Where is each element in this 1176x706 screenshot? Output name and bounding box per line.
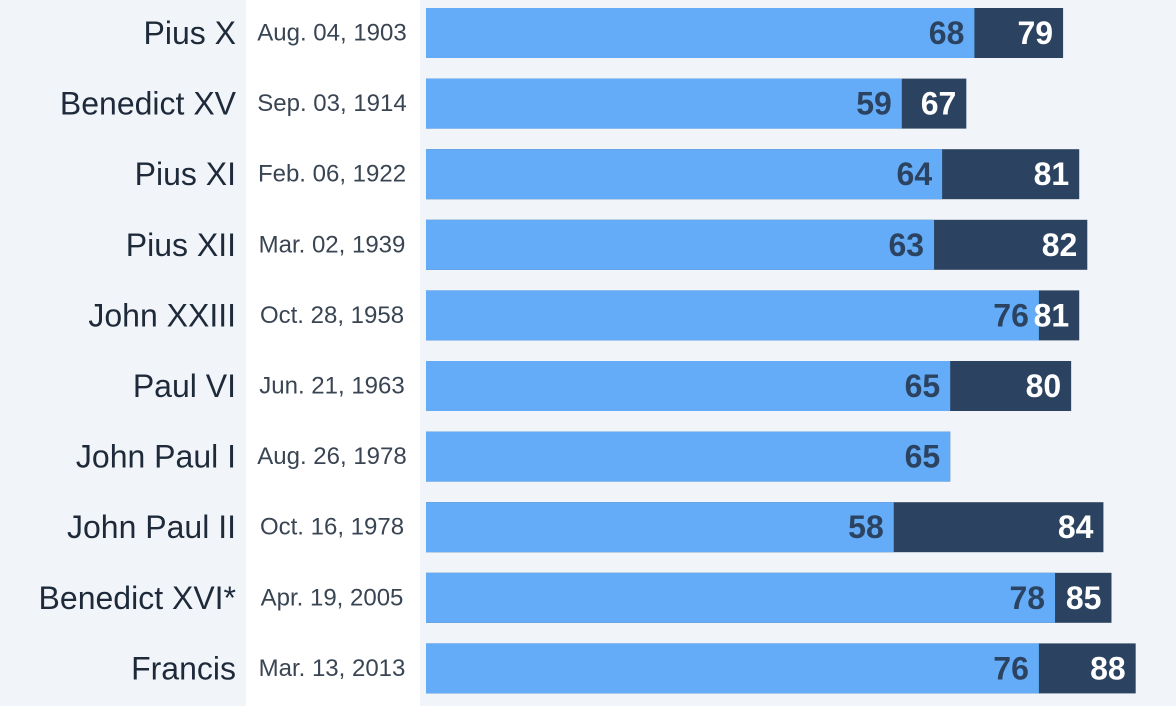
start-bar (426, 149, 943, 200)
date-label: Aug. 26, 1978 (257, 443, 406, 470)
value-label: 81 (1034, 156, 1070, 192)
category-label: John Paul I (76, 439, 236, 475)
value-label: 63 (888, 227, 924, 263)
date-label: Mar. 13, 2013 (259, 655, 406, 682)
value-label: 58 (848, 509, 884, 545)
category-label: Pius XII (126, 227, 236, 263)
start-bar (426, 502, 894, 553)
start-bar (426, 643, 1039, 694)
value-label: 76 (993, 297, 1029, 333)
date-label: Apr. 19, 2005 (261, 584, 404, 611)
category-label: Francis (131, 650, 236, 686)
date-label: Oct. 16, 1978 (260, 514, 404, 541)
category-label: John XXIII (88, 297, 236, 333)
start-bar (426, 361, 951, 411)
date-label: Jun. 21, 1963 (259, 373, 404, 400)
value-label: 80 (1026, 368, 1062, 404)
start-bar (426, 78, 902, 129)
category-label: Pius XI (135, 156, 236, 192)
category-label: Benedict XVI* (39, 580, 236, 616)
category-label: Pius X (144, 15, 236, 51)
value-label: 82 (1042, 227, 1078, 263)
value-label: 64 (897, 156, 933, 192)
value-label: 85 (1066, 580, 1102, 616)
start-bar (426, 8, 975, 58)
date-label: Sep. 03, 1914 (257, 90, 406, 117)
start-bar (426, 219, 935, 270)
value-label: 67 (921, 86, 957, 122)
value-label: 76 (993, 650, 1029, 686)
value-label: 84 (1058, 509, 1094, 545)
start-bar (426, 572, 1056, 623)
date-column (246, 0, 420, 706)
value-label: 81 (1034, 297, 1070, 333)
category-label: John Paul II (67, 509, 236, 545)
value-label: 79 (1018, 15, 1054, 51)
date-label: Oct. 28, 1958 (260, 302, 404, 329)
start-bar (426, 431, 951, 482)
value-label: 88 (1090, 650, 1126, 686)
category-label: Paul VI (133, 368, 236, 404)
value-label: 65 (905, 368, 941, 404)
value-label: 68 (929, 15, 965, 51)
date-label: Mar. 02, 1939 (259, 231, 406, 258)
value-label: 65 (905, 439, 941, 475)
start-bar (426, 290, 1039, 341)
category-label: Benedict XV (60, 86, 237, 122)
date-label: Feb. 06, 1922 (258, 161, 406, 188)
date-label: Aug. 04, 1903 (257, 20, 406, 47)
value-label: 78 (1009, 580, 1045, 616)
value-label: 59 (856, 86, 892, 122)
